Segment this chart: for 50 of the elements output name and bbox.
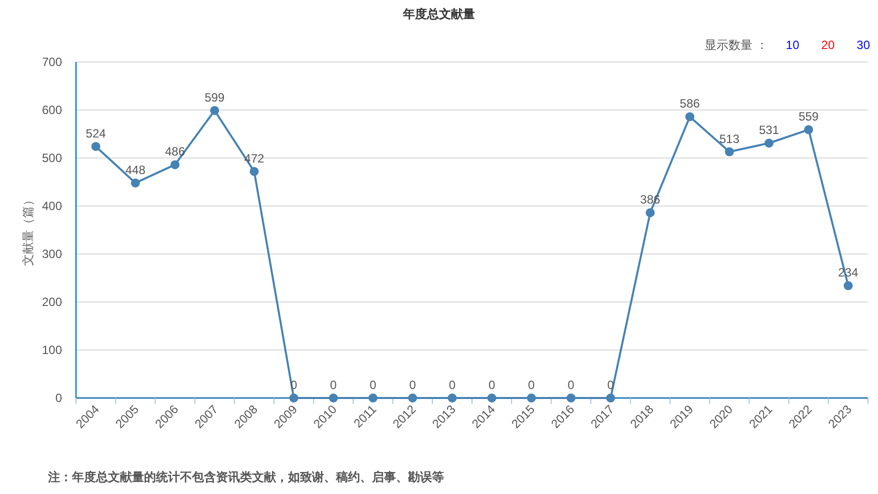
- point: [408, 394, 418, 402]
- control: 显示数量 ：: [704, 38, 768, 52]
- point: [170, 160, 180, 170]
- point: [685, 112, 694, 122]
- data-label: 599: [204, 90, 225, 104]
- control: 30: [856, 38, 870, 52]
- data-label: 513: [719, 132, 740, 146]
- point: [130, 178, 140, 188]
- ytick: 500: [42, 151, 62, 165]
- data-label: 486: [164, 144, 186, 159]
- point: [487, 394, 496, 402]
- data-label: 0: [568, 378, 575, 392]
- point: [250, 166, 259, 176]
- point: [566, 394, 576, 402]
- point: [368, 394, 378, 402]
- ytick: 200: [42, 295, 62, 309]
- ytick: 700: [42, 55, 62, 69]
- point: [448, 394, 457, 402]
- ytick: 400: [42, 199, 62, 213]
- ytick: 600: [42, 103, 62, 117]
- data-label: 0: [409, 378, 416, 392]
- ytick: 100: [42, 343, 62, 357]
- note: 注：年度总文献量的统计不包含资讯类文献，如致谢、稿约、启事、勘误等: [48, 470, 444, 484]
- data-label: 0: [448, 378, 456, 392]
- point: [526, 394, 536, 402]
- point: [328, 394, 338, 402]
- data-label: 531: [758, 123, 780, 138]
- point: [606, 394, 616, 402]
- point: [764, 138, 774, 148]
- data-label: 0: [528, 378, 536, 392]
- point: [804, 125, 814, 134]
- data-label: 0: [488, 378, 496, 392]
- point: [844, 281, 853, 290]
- control: 10: [786, 38, 800, 52]
- data-label: 448: [125, 162, 146, 177]
- point: [91, 142, 100, 151]
- title: 年度总文献量: [403, 7, 475, 21]
- ytick: 0: [55, 391, 62, 405]
- data-label: 0: [370, 378, 377, 392]
- point: [210, 106, 220, 115]
- data-label: 559: [798, 110, 819, 124]
- ylabel: 文献量（篇）: [21, 194, 35, 266]
- point: [646, 208, 655, 218]
- data-label: 586: [680, 96, 700, 111]
- point: [289, 394, 298, 402]
- data-label: 0: [330, 378, 338, 392]
- control: 20: [821, 38, 835, 52]
- point: [724, 147, 734, 156]
- data-label: 524: [86, 126, 106, 140]
- ytick: 300: [42, 247, 62, 261]
